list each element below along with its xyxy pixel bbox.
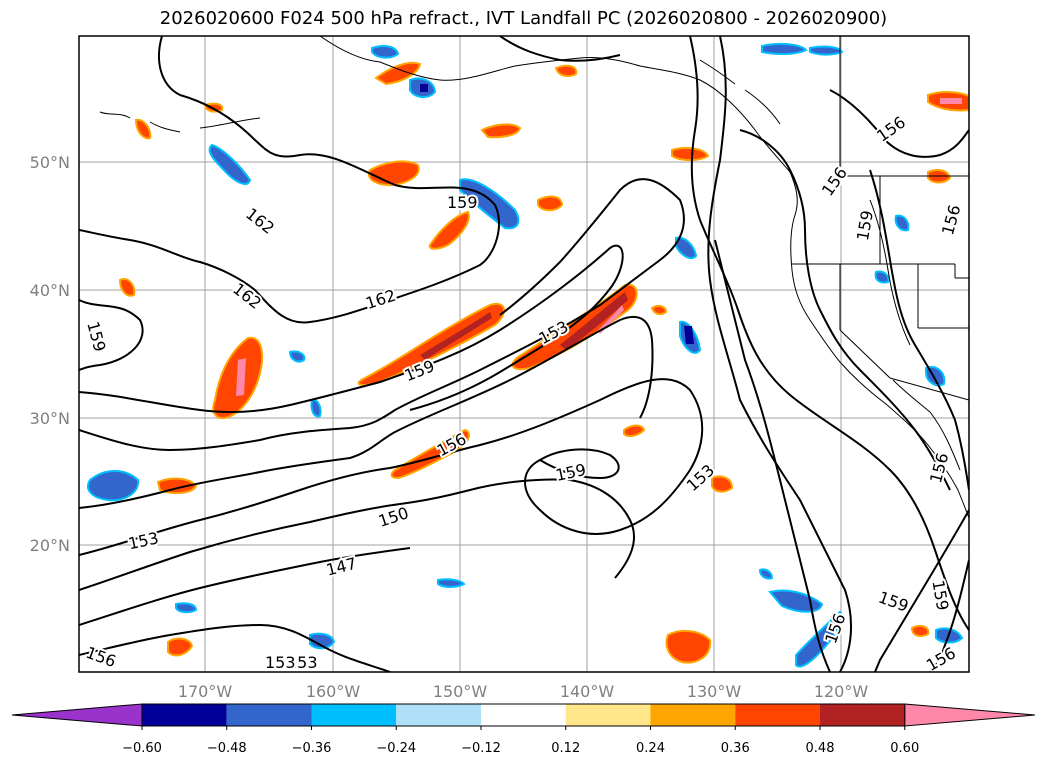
political-borders: [792, 36, 969, 401]
colorbar-extend-high: [904, 703, 1036, 727]
lon-label: 150°W: [433, 682, 488, 701]
colorbar-tick-label: −0.48: [207, 741, 247, 756]
lat-label: 50°N: [30, 153, 70, 172]
lon-label: 130°W: [687, 682, 742, 701]
colorbar-tick-label: −0.60: [122, 741, 162, 756]
colorbar-tick-label: 0.60: [890, 741, 919, 756]
colorbar-swatch: [311, 704, 397, 726]
map-title: 2026020600 F024 500 hPa refract., IVT La…: [159, 8, 888, 29]
colorbar-swatch: [481, 704, 566, 726]
colorbar-swatch: [650, 704, 736, 726]
colorbar-tick-label: 0.24: [636, 741, 665, 756]
lon-label: 160°W: [306, 682, 361, 701]
colorbar-swatch: [142, 704, 227, 726]
lat-label: 20°N: [30, 536, 70, 555]
colorbar-tick-label: 0.12: [551, 741, 580, 756]
lat-label: 30°N: [30, 409, 70, 428]
lon-axis-labels: 170°W 160°W 150°W 140°W 130°W 120°W: [178, 682, 869, 701]
lon-label: 170°W: [178, 682, 233, 701]
lon-label: 120°W: [814, 682, 869, 701]
colorbar-swatch: [820, 704, 905, 726]
colorbar-tick-label: 0.48: [806, 741, 835, 756]
colorbar-swatch: [735, 704, 820, 726]
colorbar-swatch: [226, 704, 312, 726]
contour-label: 153: [265, 653, 296, 672]
height-contours: [79, 36, 969, 672]
colorbar-swatch: [396, 704, 481, 726]
colorbar-tick-label: −0.12: [461, 741, 501, 756]
coastlines: [99, 36, 969, 519]
colorbar-tick-label: −0.24: [376, 741, 416, 756]
colorbar-extend-low: [11, 703, 143, 727]
colorbar-tick-label: 0.36: [721, 741, 750, 756]
ivt-positive-areas: [118, 61, 969, 664]
colorbar: −0.60 −0.48 −0.36 −0.24 −0.12 0.12 0.24 0.36 0.4…: [11, 703, 1036, 756]
lat-axis-labels: 50°N 40°N 30°N 20°N: [30, 153, 70, 555]
contour-label: 153: [287, 653, 318, 672]
plot-frame: [78, 35, 970, 673]
colorbar-swatch: [565, 704, 651, 726]
colorbar-frame: [141, 703, 906, 727]
lon-label: 140°W: [560, 682, 615, 701]
contour-label: 159: [447, 193, 478, 212]
lat-label: 40°N: [30, 281, 70, 300]
colorbar-tick-label: −0.36: [292, 741, 332, 756]
contour-label: 159: [554, 460, 588, 485]
